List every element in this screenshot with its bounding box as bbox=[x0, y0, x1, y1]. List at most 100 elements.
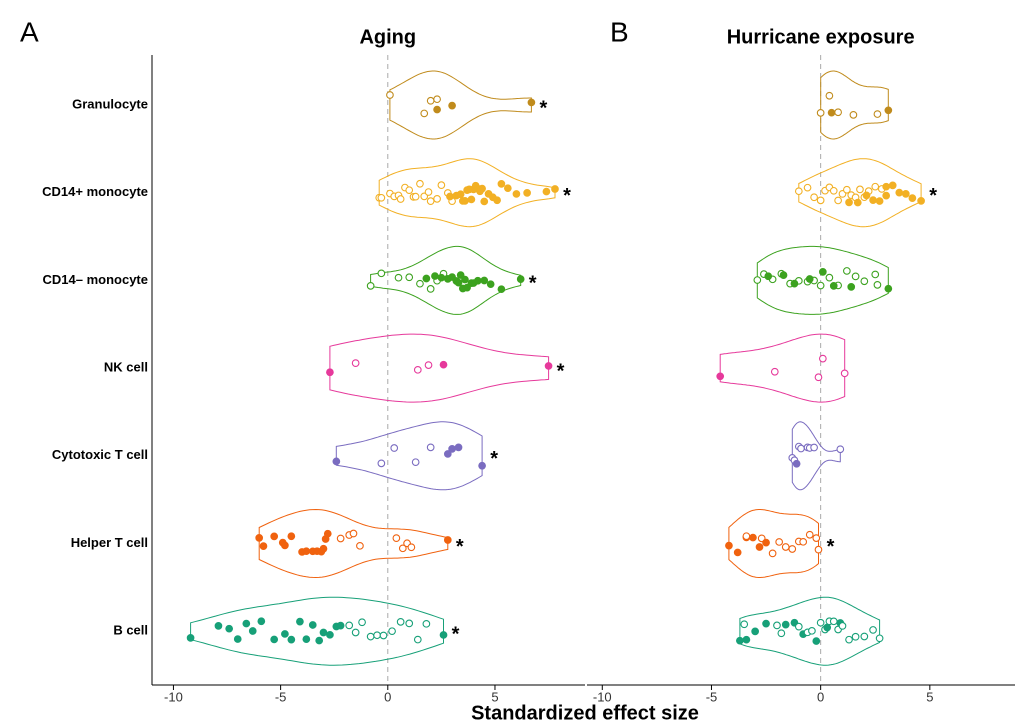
point bbox=[480, 197, 489, 206]
point bbox=[917, 197, 925, 205]
point bbox=[794, 187, 803, 196]
point bbox=[336, 534, 345, 543]
point bbox=[446, 192, 454, 201]
category-label: Granulocyte bbox=[72, 96, 148, 111]
point bbox=[838, 622, 847, 630]
point bbox=[818, 268, 827, 276]
violin bbox=[335, 421, 483, 491]
point bbox=[825, 91, 834, 100]
point bbox=[396, 618, 405, 626]
point bbox=[287, 532, 296, 541]
point bbox=[516, 275, 525, 283]
panel-title: Hurricane exposure bbox=[727, 26, 915, 48]
point bbox=[497, 180, 506, 188]
point bbox=[426, 197, 435, 205]
point bbox=[248, 627, 257, 635]
category-label: CD14+ monocyte bbox=[42, 184, 148, 199]
point bbox=[764, 272, 773, 281]
point bbox=[315, 636, 324, 645]
point bbox=[812, 534, 821, 542]
point bbox=[461, 197, 469, 205]
point bbox=[405, 186, 414, 195]
point bbox=[433, 105, 441, 114]
point bbox=[551, 185, 559, 193]
point bbox=[805, 275, 814, 283]
point bbox=[416, 179, 424, 188]
point bbox=[840, 369, 849, 378]
point bbox=[497, 285, 506, 294]
point bbox=[411, 192, 420, 201]
violin bbox=[389, 70, 532, 140]
point bbox=[829, 617, 838, 626]
violin bbox=[719, 333, 846, 403]
violin bbox=[378, 158, 556, 228]
point bbox=[463, 283, 471, 292]
point bbox=[843, 267, 851, 275]
point bbox=[843, 185, 851, 194]
point bbox=[816, 281, 825, 290]
point bbox=[884, 106, 893, 115]
point bbox=[849, 111, 858, 119]
point bbox=[829, 186, 838, 195]
point bbox=[873, 110, 882, 118]
point bbox=[323, 529, 332, 538]
point bbox=[424, 361, 433, 369]
point bbox=[823, 623, 832, 632]
point bbox=[319, 544, 328, 553]
point bbox=[420, 109, 429, 118]
point bbox=[527, 98, 536, 107]
point bbox=[755, 543, 764, 551]
point bbox=[762, 619, 770, 628]
violin bbox=[756, 245, 889, 315]
significance-marker: * bbox=[540, 97, 548, 119]
point bbox=[405, 619, 414, 628]
point bbox=[895, 188, 904, 197]
point bbox=[779, 271, 788, 279]
significance-marker: * bbox=[929, 185, 937, 207]
panel-label: A bbox=[20, 16, 39, 47]
point bbox=[478, 461, 486, 470]
point bbox=[742, 532, 751, 541]
point bbox=[875, 634, 884, 643]
point bbox=[433, 194, 441, 203]
point bbox=[901, 189, 910, 198]
violin bbox=[739, 596, 881, 666]
point bbox=[454, 278, 463, 287]
point bbox=[332, 457, 341, 466]
x-tick-label: -10 bbox=[593, 689, 612, 704]
point bbox=[351, 628, 360, 637]
point bbox=[461, 275, 469, 284]
point bbox=[373, 631, 381, 640]
point bbox=[816, 618, 825, 627]
point bbox=[377, 193, 386, 202]
category-label: Cytotoxic T cell bbox=[52, 447, 148, 462]
point bbox=[768, 549, 777, 558]
point bbox=[326, 630, 334, 639]
point bbox=[255, 534, 264, 542]
point bbox=[454, 443, 463, 452]
point bbox=[753, 276, 762, 284]
point bbox=[296, 617, 304, 626]
point bbox=[302, 547, 311, 556]
point bbox=[351, 359, 360, 367]
point bbox=[888, 181, 897, 190]
category-label: NK cell bbox=[104, 360, 148, 375]
point bbox=[386, 91, 394, 99]
category-label: CD14– monocyte bbox=[43, 272, 148, 287]
point bbox=[413, 635, 422, 644]
point bbox=[799, 537, 808, 546]
point bbox=[797, 444, 805, 453]
point bbox=[356, 541, 364, 550]
point bbox=[856, 185, 864, 194]
point bbox=[413, 365, 422, 374]
violin bbox=[728, 509, 819, 578]
point bbox=[486, 280, 495, 289]
point bbox=[443, 450, 452, 458]
point bbox=[788, 545, 797, 553]
point bbox=[326, 368, 334, 377]
point bbox=[225, 624, 234, 633]
significance-marker: * bbox=[563, 185, 571, 207]
point bbox=[542, 187, 551, 196]
point bbox=[426, 96, 435, 105]
